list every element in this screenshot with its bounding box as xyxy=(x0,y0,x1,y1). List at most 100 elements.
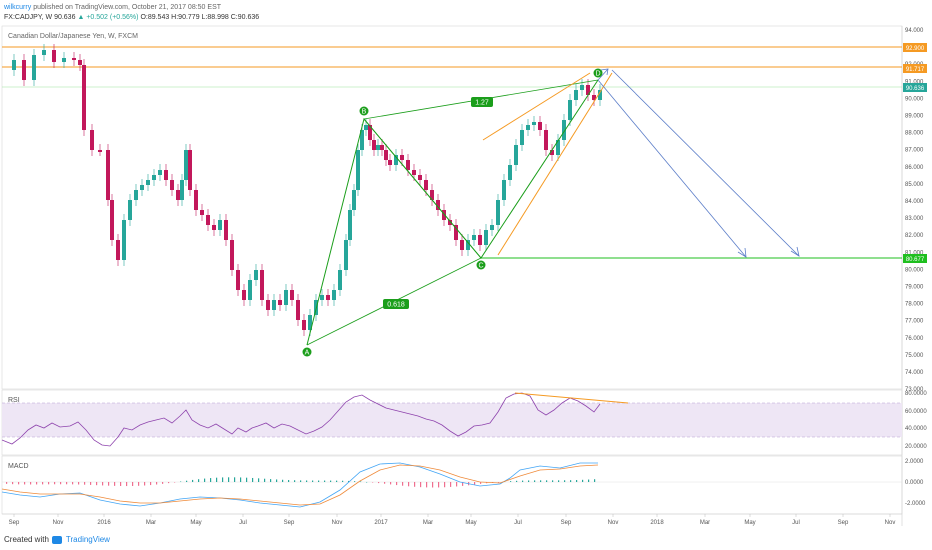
macd-bar xyxy=(378,482,380,484)
macd-bar xyxy=(300,480,302,482)
macd-bar xyxy=(252,477,254,482)
macd-bar xyxy=(330,480,332,482)
candle-body xyxy=(78,60,82,65)
candle-body xyxy=(308,315,312,330)
price-axis-label: 81.000 xyxy=(905,250,924,256)
candle-body xyxy=(562,120,566,140)
candle-body xyxy=(224,220,228,240)
tradingview-logo-icon xyxy=(51,535,62,544)
candle-body xyxy=(206,215,210,225)
candle-body xyxy=(580,85,584,90)
candle-body xyxy=(260,270,264,300)
candle-body xyxy=(254,270,258,280)
point-d-label: D xyxy=(593,68,603,78)
macd-bar xyxy=(192,479,194,482)
price-value: 90.636 xyxy=(54,14,76,21)
time-axis[interactable]: Sep Nov 2016 Mar May Jul Sep Nov 2017 Mar May Jul Se… xyxy=(9,514,896,526)
candle-body xyxy=(62,58,66,62)
macd-bar xyxy=(336,480,338,482)
candle-body xyxy=(266,300,270,310)
macd-bar xyxy=(582,479,584,482)
price-axis-label: 79.000 xyxy=(905,285,924,291)
price-axis-label: 91.000 xyxy=(905,79,924,85)
author-link[interactable]: wilkcurry xyxy=(4,4,32,11)
macd-bar xyxy=(558,480,560,482)
rsi-divergence-line[interactable] xyxy=(514,392,629,404)
price-tag-mid: 91.717 xyxy=(903,64,927,73)
candle-body xyxy=(134,190,138,200)
price-axis-label: 85.000 xyxy=(905,182,924,188)
candle-body xyxy=(116,240,120,260)
macd-bar xyxy=(96,482,98,486)
channel-lower-line[interactable] xyxy=(497,72,613,256)
price-axis-label: 94.000 xyxy=(905,28,924,34)
candle-body xyxy=(326,295,330,300)
candle-body xyxy=(364,125,368,130)
point-c-label: C xyxy=(476,260,486,270)
macd-bar xyxy=(102,482,104,486)
candle-body xyxy=(418,175,422,180)
candle-body xyxy=(592,95,596,100)
price-axis[interactable]: 94.00093.00092.00091.00090.00089.00088.0… xyxy=(905,28,924,393)
macd-bar xyxy=(180,481,182,483)
macd-bar xyxy=(84,482,86,485)
macd-bar xyxy=(594,479,596,482)
macd-bar xyxy=(288,480,290,482)
time-axis-label: Sep xyxy=(284,520,295,526)
macd-bar xyxy=(396,482,398,486)
candle-body xyxy=(356,150,360,190)
time-axis-label: Nov xyxy=(53,520,64,526)
candle-body xyxy=(98,150,102,152)
candle-body xyxy=(82,65,86,130)
candle-body xyxy=(218,220,222,230)
candle-body xyxy=(128,200,132,220)
candle-body xyxy=(140,185,144,190)
time-axis-label: May xyxy=(744,520,755,526)
rsi-axis: 80.0000 60.0000 40.0000 20.0000 xyxy=(905,391,927,450)
price-axis-label: 78.000 xyxy=(905,302,924,308)
candle-body xyxy=(436,200,440,210)
price-axis-label: 87.000 xyxy=(905,148,924,154)
tradingview-link[interactable]: TradingView xyxy=(65,535,110,544)
candle-body xyxy=(122,220,126,260)
candle-body xyxy=(388,160,392,165)
candle-body xyxy=(200,210,204,215)
macd-bar xyxy=(72,482,74,485)
price-axis-label: 74.000 xyxy=(905,370,924,376)
macd-bar xyxy=(546,480,548,482)
candle-body xyxy=(376,145,380,150)
candle-body xyxy=(508,165,512,180)
svg-text:A: A xyxy=(305,350,310,357)
time-axis-label: 2016 xyxy=(97,520,111,526)
macd-bar xyxy=(150,482,152,486)
macd-bar xyxy=(18,482,20,485)
channel-upper-line[interactable] xyxy=(482,72,591,141)
macd-bar xyxy=(456,482,458,487)
svg-text:D: D xyxy=(595,71,600,78)
macd-bar xyxy=(474,482,476,485)
macd-bar xyxy=(258,478,260,482)
rsi-axis-label: 40.0000 xyxy=(905,426,927,432)
ohlc-values: O:89.543 H:90.779 L:88.998 C:90.636 xyxy=(140,14,260,21)
macd-bar xyxy=(30,482,32,485)
candle-body xyxy=(544,130,548,150)
candle-body xyxy=(236,270,240,290)
projection-arrows[interactable] xyxy=(597,68,800,258)
price-axis-label: 80.000 xyxy=(905,267,924,273)
svg-text:1.27: 1.27 xyxy=(475,100,489,107)
candle-body xyxy=(598,90,602,100)
macd-bar xyxy=(78,482,80,485)
macd-bar xyxy=(222,477,224,482)
candle-body xyxy=(424,180,428,190)
candle-body xyxy=(454,225,458,240)
candle-body xyxy=(400,155,404,160)
macd-bar xyxy=(366,481,368,483)
candle-body xyxy=(586,85,590,95)
rsi-line xyxy=(1,392,601,447)
macd-bar xyxy=(540,480,542,482)
footer: Created with TradingView xyxy=(4,535,110,544)
macd-bar xyxy=(6,482,8,484)
candle-body xyxy=(478,235,482,245)
svg-text:80.677: 80.677 xyxy=(906,257,925,263)
